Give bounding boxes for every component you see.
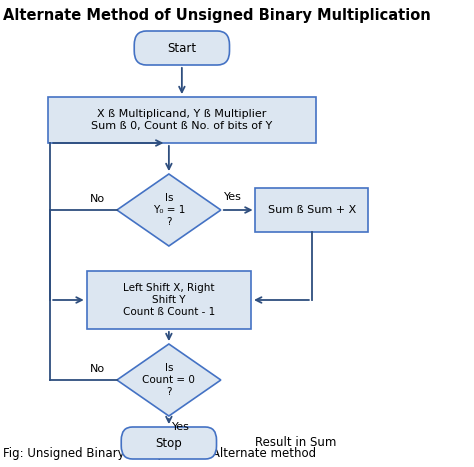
Text: No: No [91, 364, 105, 374]
FancyBboxPatch shape [255, 188, 368, 232]
Text: Fig: Unsigned Binary Multiplication Alternate method: Fig: Unsigned Binary Multiplication Alte… [3, 447, 317, 460]
Text: Yes: Yes [224, 192, 242, 202]
Polygon shape [117, 174, 221, 246]
Text: Stop: Stop [155, 437, 182, 450]
Text: Is
Y₀ = 1
?: Is Y₀ = 1 ? [153, 193, 185, 226]
Text: X ß Multiplicand, Y ß Multiplier
Sum ß 0, Count ß No. of bits of Y: X ß Multiplicand, Y ß Multiplier Sum ß 0… [91, 109, 273, 131]
Text: Sum ß Sum + X: Sum ß Sum + X [268, 205, 356, 215]
Text: Alternate Method of Unsigned Binary Multiplication: Alternate Method of Unsigned Binary Mult… [3, 8, 431, 23]
FancyBboxPatch shape [47, 97, 316, 143]
Text: No: No [91, 194, 105, 204]
Text: Start: Start [167, 42, 196, 55]
Text: Is
Count = 0
?: Is Count = 0 ? [143, 363, 195, 396]
Text: Result in Sum: Result in Sum [255, 437, 337, 450]
Polygon shape [117, 344, 221, 416]
Text: Left Shift X, Right
Shift Y
Count ß Count - 1: Left Shift X, Right Shift Y Count ß Coun… [123, 283, 215, 317]
FancyBboxPatch shape [121, 427, 217, 459]
Text: Yes: Yes [173, 422, 190, 432]
FancyBboxPatch shape [134, 31, 229, 65]
FancyBboxPatch shape [87, 271, 251, 329]
